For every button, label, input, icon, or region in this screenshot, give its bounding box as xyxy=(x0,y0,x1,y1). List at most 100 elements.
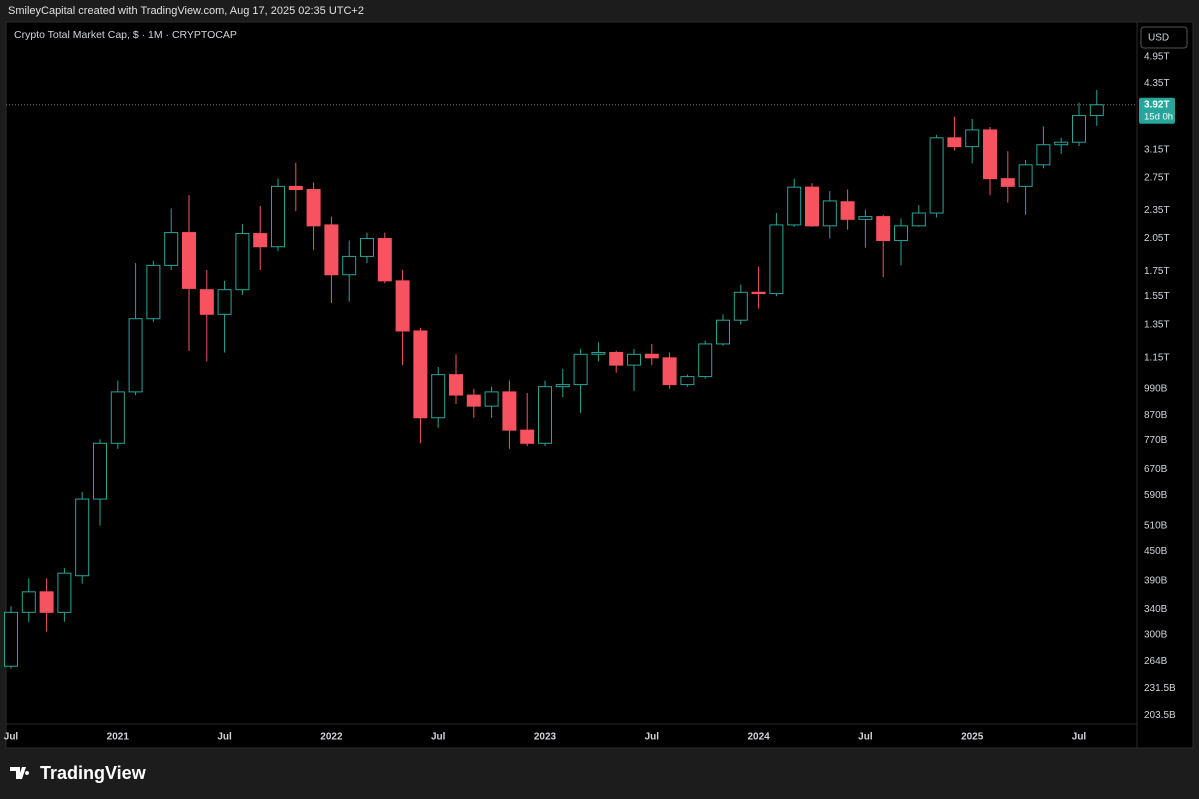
x-tick-label: Jul xyxy=(858,732,873,743)
candle-body xyxy=(520,429,535,444)
candle-body xyxy=(164,232,179,266)
candle-body xyxy=(876,216,891,242)
x-tick-label: Jul xyxy=(4,732,19,743)
chart-title: Crypto Total Market Cap, $ · 1M · CRYPTO… xyxy=(14,29,237,41)
x-tick-label: Jul xyxy=(431,732,446,743)
candle-body xyxy=(324,224,339,276)
candle-body xyxy=(1036,144,1051,166)
candle-body xyxy=(591,352,606,355)
candle-body xyxy=(199,289,214,315)
candle-body xyxy=(538,386,552,444)
candle-body xyxy=(235,233,250,291)
candle-body xyxy=(1000,178,1015,187)
candle-body xyxy=(965,129,980,148)
y-tick-label: 510B xyxy=(1144,520,1168,531)
logo-icon xyxy=(10,767,30,779)
y-tick-label: 300B xyxy=(1144,630,1168,641)
y-tick-label: 1.35T xyxy=(1144,319,1170,330)
y-tick-label: 203.5B xyxy=(1144,710,1176,721)
brand: TradingView xyxy=(40,763,147,783)
candle-body xyxy=(751,291,766,295)
candle-body xyxy=(858,216,873,220)
candle-body xyxy=(609,352,624,366)
y-tick-label: 3.15T xyxy=(1144,145,1170,156)
candle-body xyxy=(182,232,196,289)
candle-body xyxy=(1072,115,1086,143)
candle-body xyxy=(360,238,374,257)
candle-body xyxy=(805,186,819,227)
candle-body xyxy=(716,319,730,345)
candle-body xyxy=(413,330,428,419)
y-tick-label: 231.5B xyxy=(1144,683,1176,694)
candle-body xyxy=(377,238,392,282)
candle-body xyxy=(146,264,161,320)
chart-panel xyxy=(5,21,1194,749)
y-tick-label: 4.95T xyxy=(1144,51,1170,62)
candle-body xyxy=(306,188,321,227)
x-tick-label: 2024 xyxy=(747,732,770,743)
candle-body xyxy=(431,374,446,419)
y-tick-label: 1.75T xyxy=(1144,266,1170,277)
candle-body xyxy=(4,611,18,667)
candle-body xyxy=(39,591,54,613)
last-price-label: 3.92T xyxy=(1144,99,1170,110)
y-tick-label: 4.35T xyxy=(1144,78,1170,89)
candle-body xyxy=(57,572,72,613)
candle-body xyxy=(787,186,802,226)
candle-body xyxy=(840,201,855,220)
candle-body xyxy=(93,442,107,500)
currency[interactable]: USD xyxy=(1148,33,1169,44)
y-tick-label: 870B xyxy=(1144,410,1168,421)
candle-body xyxy=(644,353,659,359)
y-tick-label: 390B xyxy=(1144,576,1168,587)
x-tick-label: Jul xyxy=(1072,732,1087,743)
candle-body xyxy=(983,129,997,180)
x-tick-label: 2021 xyxy=(107,732,130,743)
candle-body xyxy=(680,376,695,386)
currency-box[interactable] xyxy=(1140,26,1188,49)
candle-body xyxy=(1018,164,1033,187)
x-tick-label: 2025 xyxy=(961,732,984,743)
y-tick-label: 990B xyxy=(1144,383,1168,394)
candle-body xyxy=(822,200,837,227)
candle-body xyxy=(502,391,517,431)
last-price-box xyxy=(1139,97,1175,124)
countdown: 15d 0h xyxy=(1144,111,1173,122)
y-tick-label: 670B xyxy=(1144,464,1168,475)
tv-logo xyxy=(10,767,30,779)
candle-body xyxy=(75,498,90,577)
candle-body xyxy=(555,384,570,388)
candle-body xyxy=(894,225,908,242)
candle-body xyxy=(929,137,944,214)
candle-body xyxy=(271,185,285,248)
x-tick-label: Jul xyxy=(217,732,232,743)
y-tick-label: 2.05T xyxy=(1144,233,1170,244)
candle-body xyxy=(449,374,463,396)
candle-body xyxy=(947,137,962,148)
candle-body xyxy=(110,391,125,444)
candle-body xyxy=(1089,104,1104,117)
y-tick-label: 2.75T xyxy=(1144,173,1170,184)
candle-body xyxy=(698,343,713,378)
candle-body xyxy=(573,353,588,386)
y-tick-label: 450B xyxy=(1144,546,1168,557)
candle-body xyxy=(662,357,677,386)
candle-body xyxy=(911,212,926,227)
y-tick-label: 1.15T xyxy=(1144,352,1170,363)
candle-body xyxy=(466,394,481,407)
candle-body xyxy=(627,353,641,366)
y-tick-label: 590B xyxy=(1144,490,1168,501)
x-tick-label: 2023 xyxy=(534,732,557,743)
candle-body xyxy=(342,255,357,276)
candle-body xyxy=(253,233,268,248)
candle-body xyxy=(769,224,784,295)
candle-body xyxy=(733,291,748,321)
candle-body xyxy=(395,280,410,332)
y-tick-label: 1.55T xyxy=(1144,291,1170,302)
y-tick-label: 340B xyxy=(1144,604,1168,615)
candle-body xyxy=(128,318,143,393)
y-tick-label: 770B xyxy=(1144,435,1168,446)
y-tick-label: 264B xyxy=(1144,656,1168,667)
header-text: SmileyCapital created with TradingView.c… xyxy=(8,5,364,17)
